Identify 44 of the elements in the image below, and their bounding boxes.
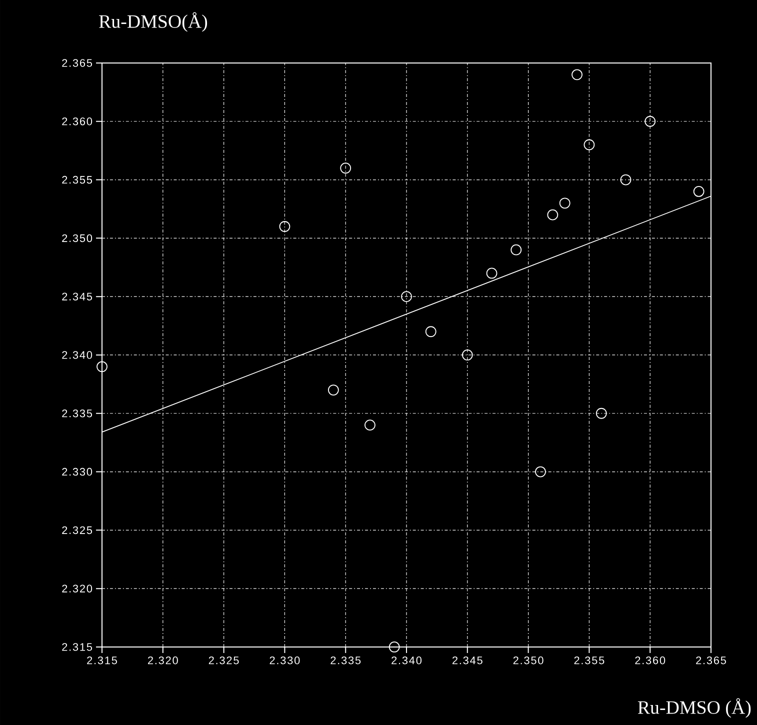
point [547,209,558,220]
y-axis-title: Ru-DMSO(Å) [99,12,208,32]
y-tick-label: 2.320 [62,584,92,592]
point [328,384,339,396]
y-tick-label: 2.315 [62,643,92,651]
point [401,291,412,302]
x-tick-label: 2.340 [392,656,422,664]
point [364,420,376,431]
y-tick-label: 2.335 [62,410,92,418]
point [644,116,656,127]
point [693,186,704,197]
point [279,221,290,232]
y-tick-label: 2.355 [62,176,92,184]
point [572,69,582,80]
point [584,139,595,150]
x-tick-label: 2.365 [696,656,726,664]
point [340,162,352,174]
x-tick-label: 2.330 [270,656,300,664]
x-tick-label: 2.355 [574,656,604,664]
point [620,174,632,186]
point [425,326,436,338]
y-tick-label: 2.325 [62,526,92,534]
x-tick-label: 2.360 [635,656,666,664]
y-tick-label: 2.360 [62,118,92,126]
x-axis-title: Ru-DMSO (Å) [638,698,751,718]
y-tick-label: 2.350 [62,234,92,242]
y-tick-label: 2.330 [62,468,92,476]
x-tick-label: 2.320 [148,656,178,664]
x-tick-label: 2.345 [452,656,482,664]
y-tick-label: 2.345 [62,292,92,300]
point [96,361,108,372]
point [596,408,607,419]
y-tick-label: 2.365 [62,59,92,67]
point [486,268,498,279]
y-tick-label: 2.340 [62,351,92,359]
point [535,466,546,478]
x-tick-label: 2.315 [87,656,117,664]
point [559,198,570,209]
point [388,642,400,652]
x-tick-label: 2.335 [330,656,361,664]
point [510,244,522,256]
x-tick-label: 2.350 [513,656,544,664]
x-tick-label: 2.325 [208,656,239,664]
point [462,350,473,360]
